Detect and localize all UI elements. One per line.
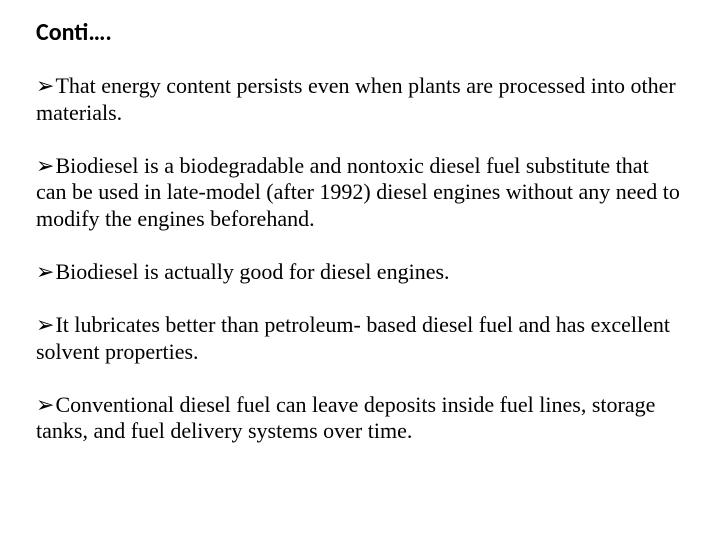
bullet-arrow-icon: ➢ <box>36 153 54 178</box>
bullet-text: That energy content persists even when p… <box>36 73 676 125</box>
list-item: ➢Biodiesel is a biodegradable and nontox… <box>36 153 684 233</box>
bullet-arrow-icon: ➢ <box>36 73 54 98</box>
bullet-arrow-icon: ➢ <box>36 259 54 284</box>
slide: Conti…. ➢That energy content persists ev… <box>0 0 720 540</box>
list-item: ➢Conventional diesel fuel can leave depo… <box>36 392 684 446</box>
list-item: ➢Biodiesel is actually good for diesel e… <box>36 259 684 286</box>
bullet-arrow-icon: ➢ <box>36 312 54 337</box>
list-item: ➢That energy content persists even when … <box>36 73 684 127</box>
bullet-text: Biodiesel is actually good for diesel en… <box>55 259 449 284</box>
bullet-list: ➢That energy content persists even when … <box>36 73 684 445</box>
slide-title: Conti…. <box>36 18 684 47</box>
bullet-arrow-icon: ➢ <box>36 392 54 417</box>
bullet-text: Conventional diesel fuel can leave depos… <box>36 392 655 444</box>
bullet-text: Biodiesel is a biodegradable and nontoxi… <box>36 153 680 232</box>
bullet-text: It lubricates better than petroleum- bas… <box>36 312 670 364</box>
list-item: ➢It lubricates better than petroleum- ba… <box>36 312 684 366</box>
